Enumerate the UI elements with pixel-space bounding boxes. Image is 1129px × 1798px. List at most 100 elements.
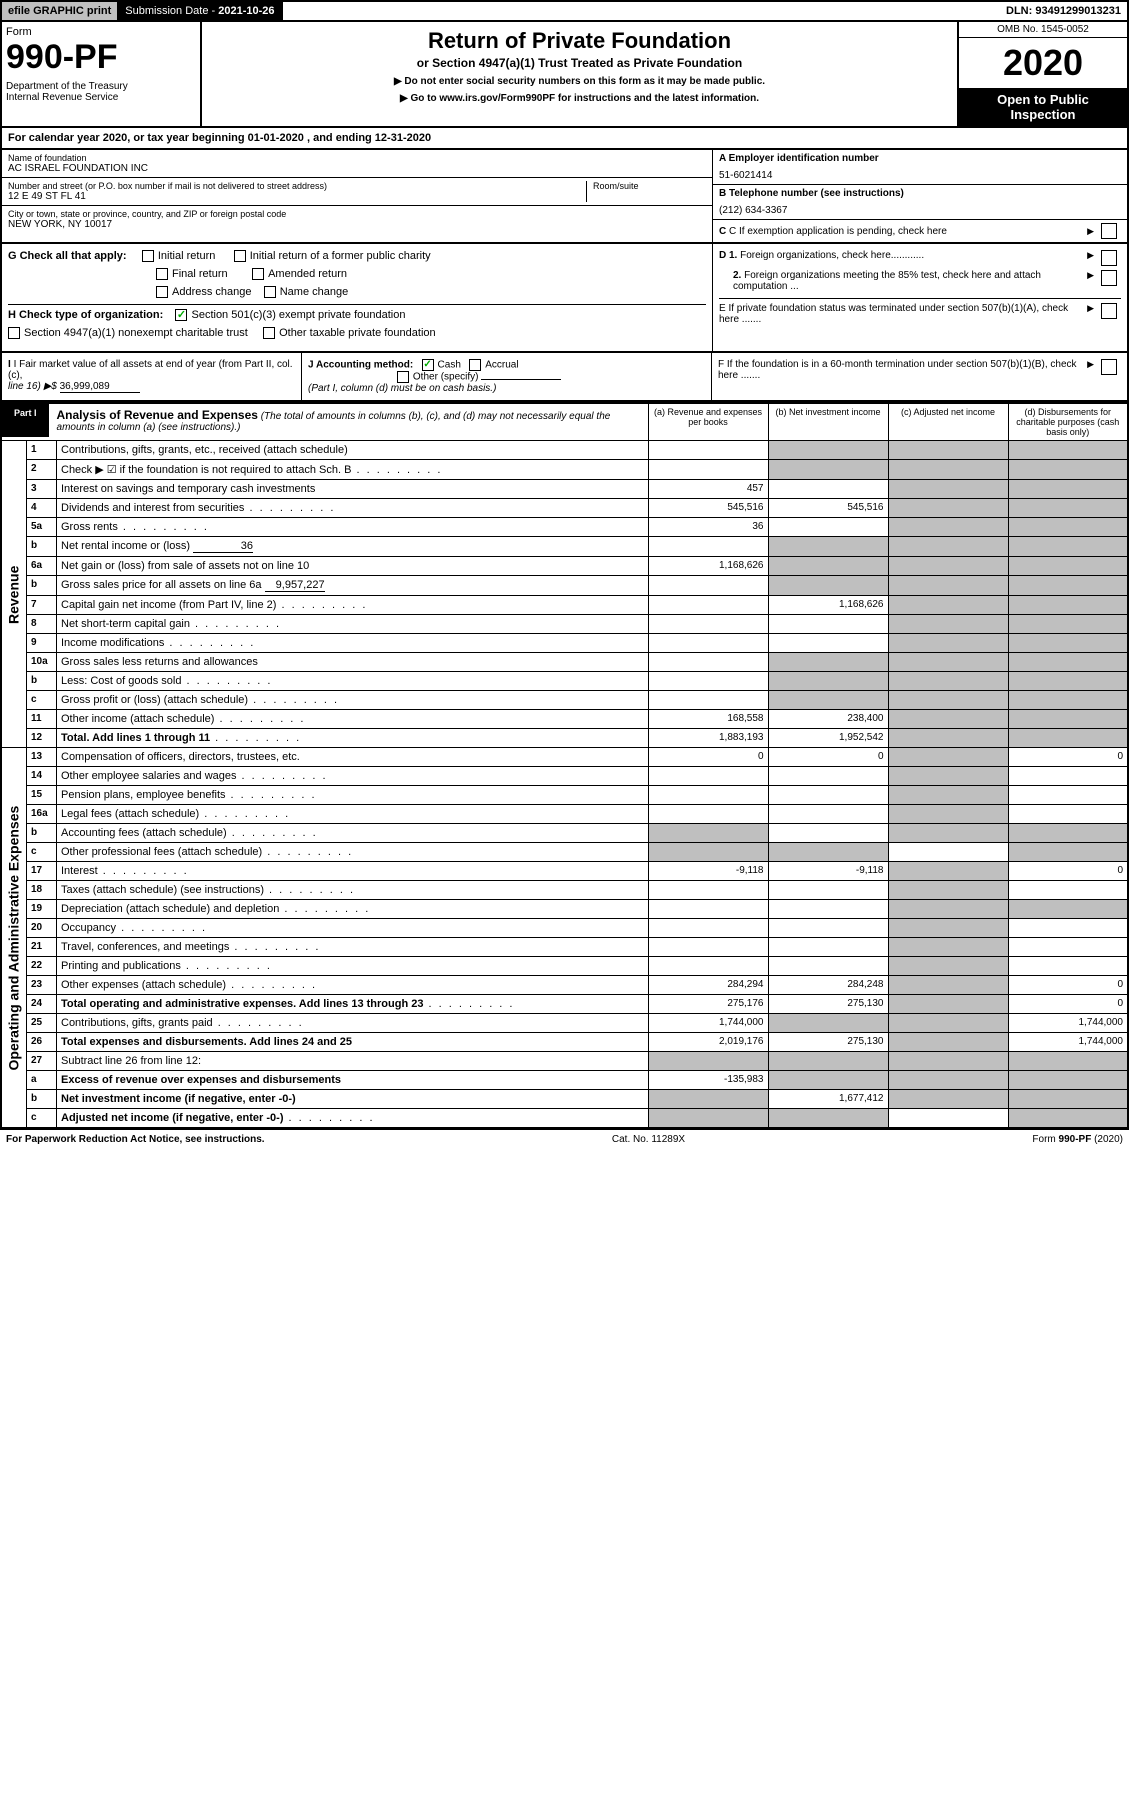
cell-value: 1,952,542	[768, 729, 888, 748]
form-header: Form 990-PF Department of the Treasury I…	[0, 22, 1129, 128]
cell-value	[768, 938, 888, 957]
cell-value	[768, 634, 888, 653]
cell-value: 1,744,000	[1008, 1014, 1128, 1033]
g-address-checkbox[interactable]	[156, 286, 168, 298]
h-501c3-checkbox[interactable]: ✓	[175, 309, 187, 321]
cell-value	[888, 976, 1008, 995]
cell-value	[768, 1071, 888, 1090]
line-desc: Excess of revenue over expenses and disb…	[57, 1071, 649, 1090]
cell-value	[648, 576, 768, 596]
section-ijf: I I Fair market value of all assets at e…	[0, 353, 1129, 402]
line-desc: Check ▶ ☑ if the foundation is not requi…	[57, 460, 649, 480]
col-d-header: (d) Disbursements for charitable purpose…	[1008, 403, 1128, 441]
h-label: H Check type of organization:	[8, 309, 163, 321]
line-number: 22	[27, 957, 57, 976]
cell-value: -9,118	[768, 862, 888, 881]
d2-label: 2. Foreign organizations meeting the 85%…	[719, 270, 1087, 292]
j-other-checkbox[interactable]	[397, 371, 409, 383]
e-checkbox[interactable]	[1101, 303, 1117, 319]
cell-value	[888, 1109, 1008, 1129]
h-4947-checkbox[interactable]	[8, 327, 20, 339]
cell-value	[768, 1052, 888, 1071]
cell-value	[1008, 786, 1128, 805]
cell-value	[888, 710, 1008, 729]
cell-value	[1008, 460, 1128, 480]
line-desc: Gross rents	[57, 518, 649, 537]
c-checkbox[interactable]	[1101, 223, 1117, 239]
line-desc: Net investment income (if negative, ente…	[57, 1090, 649, 1109]
cell-value: 275,130	[768, 1033, 888, 1052]
cell-value: 545,516	[648, 499, 768, 518]
line-desc: Total. Add lines 1 through 11	[57, 729, 649, 748]
line-number: 11	[27, 710, 57, 729]
submission-date: Submission Date - 2021-10-26	[119, 2, 282, 20]
cell-value	[768, 518, 888, 537]
line-number: 18	[27, 881, 57, 900]
cell-value: -9,118	[648, 862, 768, 881]
cell-value	[888, 634, 1008, 653]
street-address: 12 E 49 ST FL 41	[8, 191, 586, 202]
line-desc: Other professional fees (attach schedule…	[57, 843, 649, 862]
cell-value	[888, 824, 1008, 843]
cell-value	[1008, 767, 1128, 786]
line-desc: Occupancy	[57, 919, 649, 938]
g-initial-checkbox[interactable]	[142, 250, 154, 262]
cell-value: 0	[1008, 862, 1128, 881]
cell-value: 1,744,000	[648, 1014, 768, 1033]
line-desc: Income modifications	[57, 634, 649, 653]
cell-value	[1008, 691, 1128, 710]
efile-button[interactable]: efile GRAPHIC print	[2, 2, 119, 20]
cell-value: 0	[1008, 748, 1128, 767]
line-desc: Gross profit or (loss) (attach schedule)	[57, 691, 649, 710]
d2-checkbox[interactable]	[1101, 270, 1117, 286]
cell-value	[888, 748, 1008, 767]
d1-checkbox[interactable]	[1101, 250, 1117, 266]
line-number: 13	[27, 748, 57, 767]
col-c-header: (c) Adjusted net income	[888, 403, 1008, 441]
line-desc: Subtract line 26 from line 12:	[57, 1052, 649, 1071]
cell-value	[648, 824, 768, 843]
dln: DLN: 93491299013231	[1000, 2, 1127, 20]
j-accrual-checkbox[interactable]	[469, 359, 481, 371]
cell-value	[648, 767, 768, 786]
line-desc: Depreciation (attach schedule) and deple…	[57, 900, 649, 919]
line-number: 17	[27, 862, 57, 881]
cell-value	[648, 786, 768, 805]
line-desc: Printing and publications	[57, 957, 649, 976]
g-final-checkbox[interactable]	[156, 268, 168, 280]
tel-value: (212) 634-3367	[719, 205, 1121, 216]
line-desc: Contributions, gifts, grants paid	[57, 1014, 649, 1033]
cell-value	[768, 653, 888, 672]
cell-value	[648, 805, 768, 824]
cell-value	[888, 900, 1008, 919]
line-number: 25	[27, 1014, 57, 1033]
cell-value	[1008, 824, 1128, 843]
line-number: 5a	[27, 518, 57, 537]
cell-value	[1008, 729, 1128, 748]
line-desc: Adjusted net income (if negative, enter …	[57, 1109, 649, 1129]
cell-value: 1,883,193	[648, 729, 768, 748]
g-initial-former-checkbox[interactable]	[234, 250, 246, 262]
line-desc: Total operating and administrative expen…	[57, 995, 649, 1014]
page-footer: For Paperwork Reduction Act Notice, see …	[0, 1129, 1129, 1149]
col-b-header: (b) Net investment income	[768, 403, 888, 441]
cell-value	[648, 653, 768, 672]
line-number: 19	[27, 900, 57, 919]
cell-value	[888, 557, 1008, 576]
f-checkbox[interactable]	[1101, 359, 1117, 375]
cell-value	[888, 919, 1008, 938]
line-number: 24	[27, 995, 57, 1014]
cell-value: 2,019,176	[648, 1033, 768, 1052]
h-other-checkbox[interactable]	[263, 327, 275, 339]
cell-value	[768, 881, 888, 900]
g-name-checkbox[interactable]	[264, 286, 276, 298]
j-cash-checkbox[interactable]: ✓	[422, 359, 434, 371]
note-link[interactable]: ▶ Go to www.irs.gov/Form990PF for instru…	[212, 93, 947, 104]
g-amended-checkbox[interactable]	[252, 268, 264, 280]
line-desc: Legal fees (attach schedule)	[57, 805, 649, 824]
cell-value	[888, 881, 1008, 900]
cell-value: 1,677,412	[768, 1090, 888, 1109]
cell-value	[1008, 518, 1128, 537]
line-desc: Gross sales less returns and allowances	[57, 653, 649, 672]
part1-table: Part I Analysis of Revenue and Expenses …	[0, 402, 1129, 1129]
